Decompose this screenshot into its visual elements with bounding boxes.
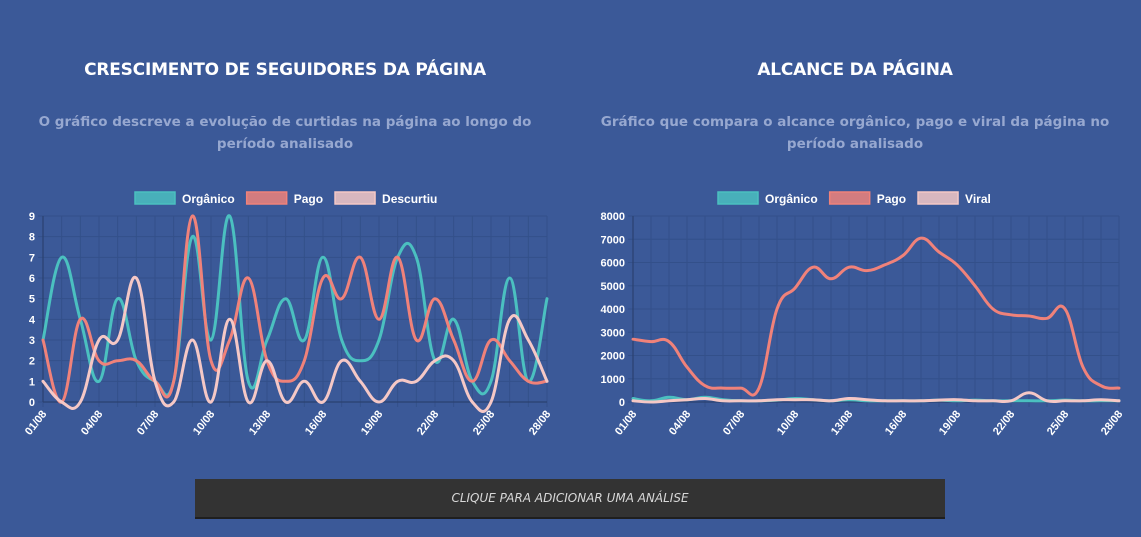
- legend-item[interactable]: Orgânico: [134, 191, 235, 206]
- y-tick-label: 5: [29, 294, 35, 306]
- x-tick-label: 01/08: [23, 408, 49, 437]
- y-tick-label: 1000: [601, 374, 625, 386]
- y-tick-label: 4000: [601, 304, 625, 316]
- followers-chart-subtitle: O gráfico descreve a evolução de curtida…: [38, 114, 532, 152]
- x-tick-label: 25/08: [1045, 408, 1071, 437]
- y-tick-label: 6000: [601, 258, 625, 270]
- series-line-3: [41, 275, 549, 413]
- legend-label: Orgânico: [182, 192, 235, 206]
- y-tick-label: 7000: [601, 234, 625, 246]
- x-tick-label: 10/08: [191, 408, 217, 437]
- y-tick-label: 3000: [601, 327, 625, 339]
- y-tick-label: 2000: [601, 351, 625, 363]
- legend-item[interactable]: Descurtiu: [334, 191, 437, 206]
- add-analysis-button[interactable]: CLIQUE PARA ADICIONAR UMA ANÁLISE: [195, 479, 945, 519]
- legend-label: Orgânico: [765, 192, 818, 206]
- legend-swatch: [917, 191, 959, 205]
- y-tick-label: 5000: [601, 281, 625, 293]
- x-tick-label: 07/08: [721, 408, 747, 437]
- followers-line-chart: Orgânico Pago Descurtiu 0 1 2 3 4 5 6 7 8 9 01/08 04/0…: [23, 191, 553, 438]
- x-tick-label: 13/08: [829, 408, 855, 437]
- legend-item[interactable]: Viral: [917, 191, 991, 206]
- y-tick-label: 6: [29, 273, 35, 285]
- series-line-1: [41, 214, 549, 397]
- x-tick-label: 10/08: [775, 408, 801, 437]
- series-line-2: [41, 214, 549, 404]
- x-tick-label: 28/08: [527, 408, 553, 437]
- x-tick-label: 16/08: [303, 408, 329, 437]
- x-tick-label: 22/08: [991, 408, 1017, 437]
- y-tick-label: 7: [29, 252, 35, 264]
- followers-chart-title: CRESCIMENTO DE SEGUIDORES DA PÁGINA: [84, 60, 486, 80]
- x-tick-label: 19/08: [359, 408, 385, 437]
- reach-line-chart: Orgânico Pago Viral 0 1000 2000 3000 4000 5000 60…: [601, 191, 1125, 438]
- x-tick-label: 04/08: [667, 408, 693, 437]
- legend-swatch: [717, 191, 759, 205]
- legend-swatch: [245, 191, 288, 205]
- x-tick-label: 13/08: [247, 408, 273, 437]
- reach-chart-subtitle: Gráfico que compara o alcance orgânico, …: [600, 114, 1110, 152]
- y-tick-label: 2: [29, 356, 35, 368]
- y-tick-label: 0: [29, 397, 35, 409]
- x-tick-label: 19/08: [937, 408, 963, 437]
- followers-growth-panel: CRESCIMENTO DE SEGUIDORES DA PÁGINA O gr…: [5, 0, 565, 470]
- legend-label: Pago: [294, 192, 323, 206]
- series-group: [41, 214, 549, 413]
- y-tick-label: 0: [619, 397, 625, 409]
- legend-swatch: [334, 191, 376, 205]
- reach-chart-title: ALCANCE DA PÁGINA: [757, 60, 953, 80]
- legend-item[interactable]: Pago: [245, 191, 323, 206]
- y-tick-label: 3: [29, 335, 35, 347]
- y-tick-label: 8000: [601, 211, 625, 223]
- x-tick-label: 01/08: [613, 408, 639, 437]
- series-line-3: [631, 391, 1121, 404]
- legend-item[interactable]: Orgânico: [717, 191, 818, 206]
- y-tick-label: 8: [29, 232, 35, 244]
- legend-label: Descurtiu: [382, 192, 437, 206]
- x-tick-label: 16/08: [883, 408, 909, 437]
- legend-swatch: [828, 191, 871, 205]
- legend-label: Viral: [965, 192, 991, 206]
- x-tick-label: 07/08: [135, 408, 161, 437]
- x-tick-label: 22/08: [415, 408, 441, 437]
- legend-label: Pago: [877, 192, 906, 206]
- legend: Orgânico Pago Viral: [717, 191, 991, 206]
- y-tick-label: 4: [29, 314, 36, 326]
- y-axis: 0 1000 2000 3000 4000 5000 6000 7000 8000: [601, 211, 1119, 409]
- x-axis: 01/08 04/08 07/08 10/08 13/08 16/08 19/08 22/08…: [23, 216, 553, 438]
- page-reach-panel: ALCANCE DA PÁGINA Gráfico que compara o …: [575, 0, 1135, 470]
- legend-item[interactable]: Pago: [828, 191, 906, 206]
- series-line-2: [631, 236, 1121, 397]
- x-tick-label: 04/08: [79, 408, 105, 437]
- y-tick-label: 9: [29, 211, 35, 223]
- legend-swatch: [134, 191, 176, 205]
- legend: Orgânico Pago Descurtiu: [134, 191, 437, 206]
- x-axis: 01/08 04/08 07/08 10/08 13/08 16/08 19/08 22/08…: [613, 216, 1125, 438]
- series-group: [631, 236, 1121, 404]
- x-tick-label: 28/08: [1099, 408, 1125, 437]
- y-tick-label: 1: [29, 376, 35, 388]
